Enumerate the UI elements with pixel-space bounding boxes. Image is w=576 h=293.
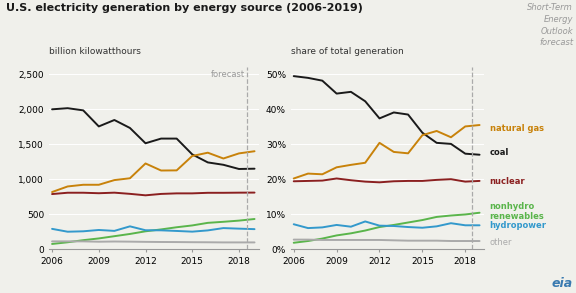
Text: other: other	[490, 238, 512, 247]
Text: nuclear: nuclear	[490, 177, 525, 186]
Text: natural gas: natural gas	[490, 124, 544, 133]
Text: billion kilowatthours: billion kilowatthours	[49, 47, 141, 56]
Text: Short-Term
Energy
Outlook
forecast: Short-Term Energy Outlook forecast	[528, 3, 573, 47]
Text: U.S. electricity generation by energy source (2006-2019): U.S. electricity generation by energy so…	[6, 3, 363, 13]
Text: nonhydro
renewables: nonhydro renewables	[490, 202, 544, 221]
Text: hydropower: hydropower	[490, 221, 547, 230]
Text: coal: coal	[490, 149, 509, 157]
Text: forecast: forecast	[211, 70, 245, 79]
Text: share of total generation: share of total generation	[291, 47, 404, 56]
Text: eia: eia	[552, 277, 573, 290]
